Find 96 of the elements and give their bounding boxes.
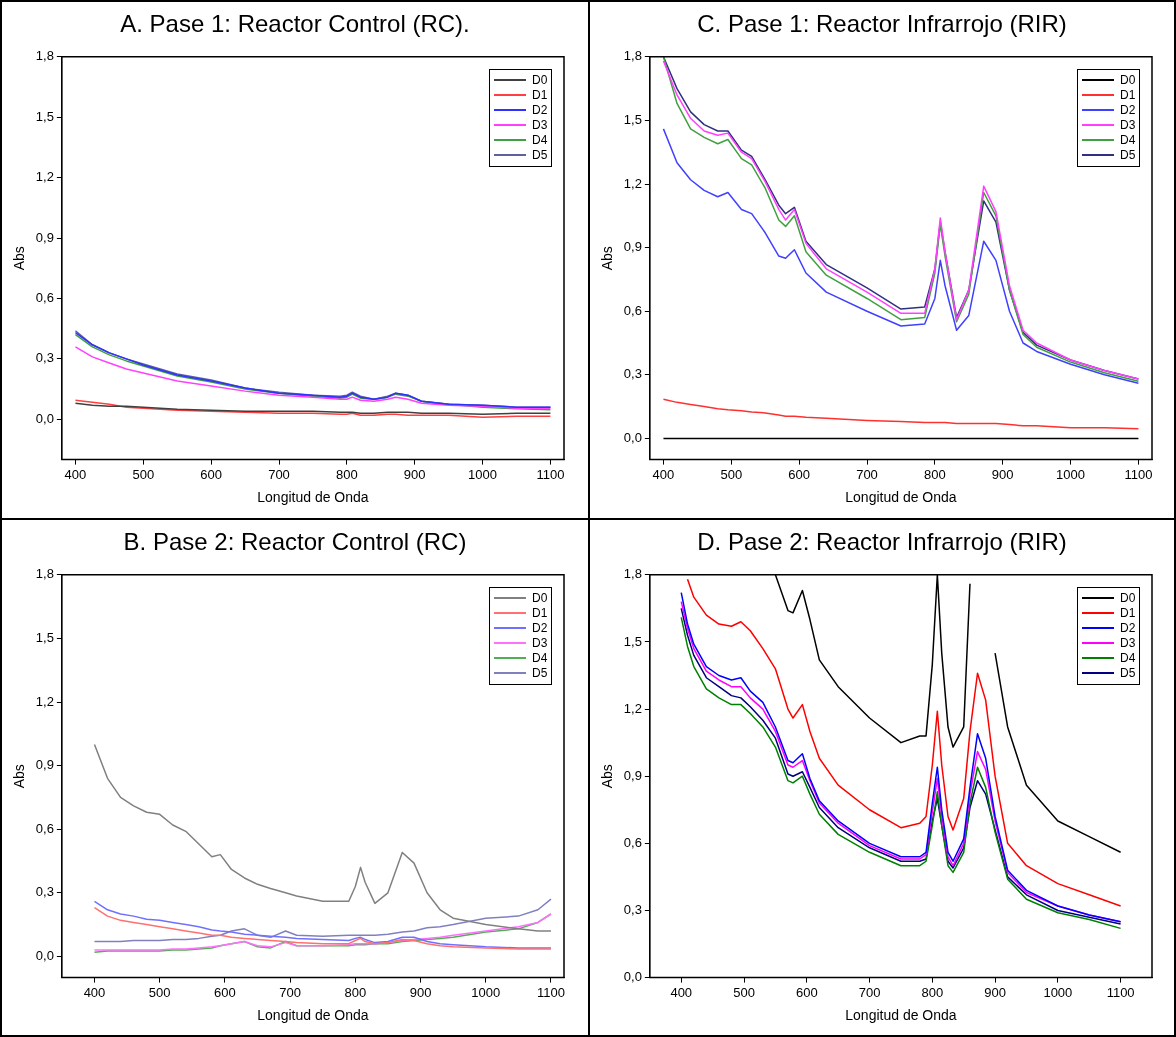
y-axis-title: Abs: [599, 764, 616, 789]
x-tick-label: 1000: [468, 466, 498, 482]
x-tick-label: 800: [924, 466, 946, 482]
x-axis-title: Longitud de Onda: [845, 1007, 957, 1024]
y-tick-label: 0,0: [35, 410, 54, 426]
x-tick-label: 600: [795, 984, 818, 1000]
x-tick-label: 1100: [1106, 984, 1135, 1000]
legend-label: D5: [1120, 148, 1136, 163]
y-tick-label: 1,2: [35, 169, 54, 185]
legend-label: D1: [532, 88, 548, 103]
x-tick-label: 1000: [1043, 984, 1073, 1000]
chart-title: C. Pase 1: Reactor Infrarrojo (RIR): [696, 9, 1068, 39]
x-tick-label: 1100: [536, 984, 565, 1000]
y-tick-label: 0,6: [35, 820, 54, 836]
x-tick-label: 800: [336, 466, 358, 482]
x-tick-label: 1100: [1124, 466, 1153, 482]
x-tick-label: 400: [64, 466, 87, 482]
legend-label: D2: [532, 103, 548, 118]
x-tick-label: 1100: [536, 466, 565, 482]
y-tick-label: 0,0: [623, 969, 642, 985]
x-tick-label: 900: [409, 984, 432, 1000]
legend-label: D1: [1120, 606, 1136, 621]
y-tick-label: 1,2: [623, 700, 642, 716]
legend-label: D0: [1120, 591, 1136, 606]
y-axis-title: Abs: [599, 246, 616, 271]
x-tick-label: 400: [670, 984, 693, 1000]
y-tick-label: 0,3: [623, 902, 642, 918]
x-tick-label: 800: [344, 984, 367, 1000]
y-axis-title: Abs: [11, 764, 28, 789]
y-tick-label: 1,5: [35, 629, 54, 645]
y-tick-label: 0,3: [623, 366, 642, 382]
y-tick-label: 1,5: [623, 111, 642, 127]
y-tick-label: 1,8: [623, 48, 642, 64]
legend-label: D2: [1120, 103, 1136, 118]
x-tick-label: 500: [148, 984, 171, 1000]
x-tick-label: 900: [991, 466, 1014, 482]
y-tick-label: 1,5: [623, 633, 642, 649]
legend-label: D1: [532, 606, 548, 621]
legend-label: D2: [532, 621, 548, 636]
y-tick-label: 0,9: [623, 767, 642, 783]
x-tick-label: 700: [856, 466, 878, 482]
x-axis-title: Longitud de Onda: [257, 1007, 369, 1024]
y-tick-label: 0,9: [35, 757, 54, 773]
legend-label: D4: [1120, 133, 1136, 148]
y-tick-label: 1,8: [35, 566, 54, 582]
y-tick-label: 1,5: [35, 108, 54, 124]
chart-title: D. Pase 2: Reactor Infrarrojo (RIR): [696, 527, 1068, 557]
x-tick-label: 500: [733, 984, 755, 1000]
x-tick-label: 700: [279, 984, 301, 1000]
x-tick-label: 1000: [1056, 466, 1086, 482]
x-tick-label: 400: [83, 984, 106, 1000]
chart-title: A. Pase 1: Reactor Control (RC).: [119, 9, 471, 39]
y-tick-label: 0,6: [35, 290, 54, 306]
y-tick-label: 0,0: [35, 947, 54, 963]
legend-label: D0: [532, 591, 548, 606]
y-tick-label: 1,2: [35, 693, 54, 709]
y-tick-label: 0,9: [35, 229, 54, 245]
y-tick-label: 0,9: [623, 239, 642, 255]
x-tick-label: 1000: [471, 984, 501, 1000]
legend-label: D0: [532, 73, 548, 88]
legend-label: D3: [532, 636, 548, 651]
x-tick-label: 800: [921, 984, 944, 1000]
legend-label: D4: [532, 133, 548, 148]
y-tick-label: 1,2: [623, 175, 642, 191]
legend-label: D3: [532, 118, 548, 133]
y-tick-label: 0,6: [623, 834, 642, 850]
legend-label: D4: [1120, 651, 1136, 666]
y-tick-label: 1,8: [35, 48, 54, 64]
legend-label: D3: [1120, 118, 1136, 133]
chart-title: B. Pase 2: Reactor Control (RC): [122, 527, 468, 557]
legend-label: D5: [532, 148, 548, 163]
y-tick-label: 0,3: [35, 350, 54, 366]
x-tick-label: 900: [984, 984, 1006, 1000]
legend-label: D5: [1120, 666, 1136, 681]
legend-label: D3: [1120, 636, 1136, 651]
x-tick-label: 700: [858, 984, 881, 1000]
y-tick-label: 0,0: [623, 429, 642, 445]
x-axis-title: Longitud de Onda: [257, 489, 369, 506]
legend-label: D5: [532, 666, 548, 681]
x-tick-label: 500: [720, 466, 743, 482]
legend-label: D1: [1120, 88, 1136, 103]
x-tick-label: 600: [788, 466, 810, 482]
y-axis-title: Abs: [11, 246, 28, 271]
x-tick-label: 400: [652, 466, 675, 482]
y-tick-label: 0,3: [35, 884, 54, 900]
x-axis-title: Longitud de Onda: [845, 489, 957, 506]
y-tick-label: 0,6: [623, 302, 642, 318]
legend-label: D0: [1120, 73, 1136, 88]
legend-label: D2: [1120, 621, 1136, 636]
x-tick-label: 600: [214, 984, 236, 1000]
legend-label: D4: [532, 651, 548, 666]
x-tick-label: 600: [200, 466, 222, 482]
x-tick-label: 500: [132, 466, 155, 482]
y-tick-label: 1,8: [623, 566, 642, 582]
x-tick-label: 700: [268, 466, 290, 482]
x-tick-label: 900: [403, 466, 426, 482]
